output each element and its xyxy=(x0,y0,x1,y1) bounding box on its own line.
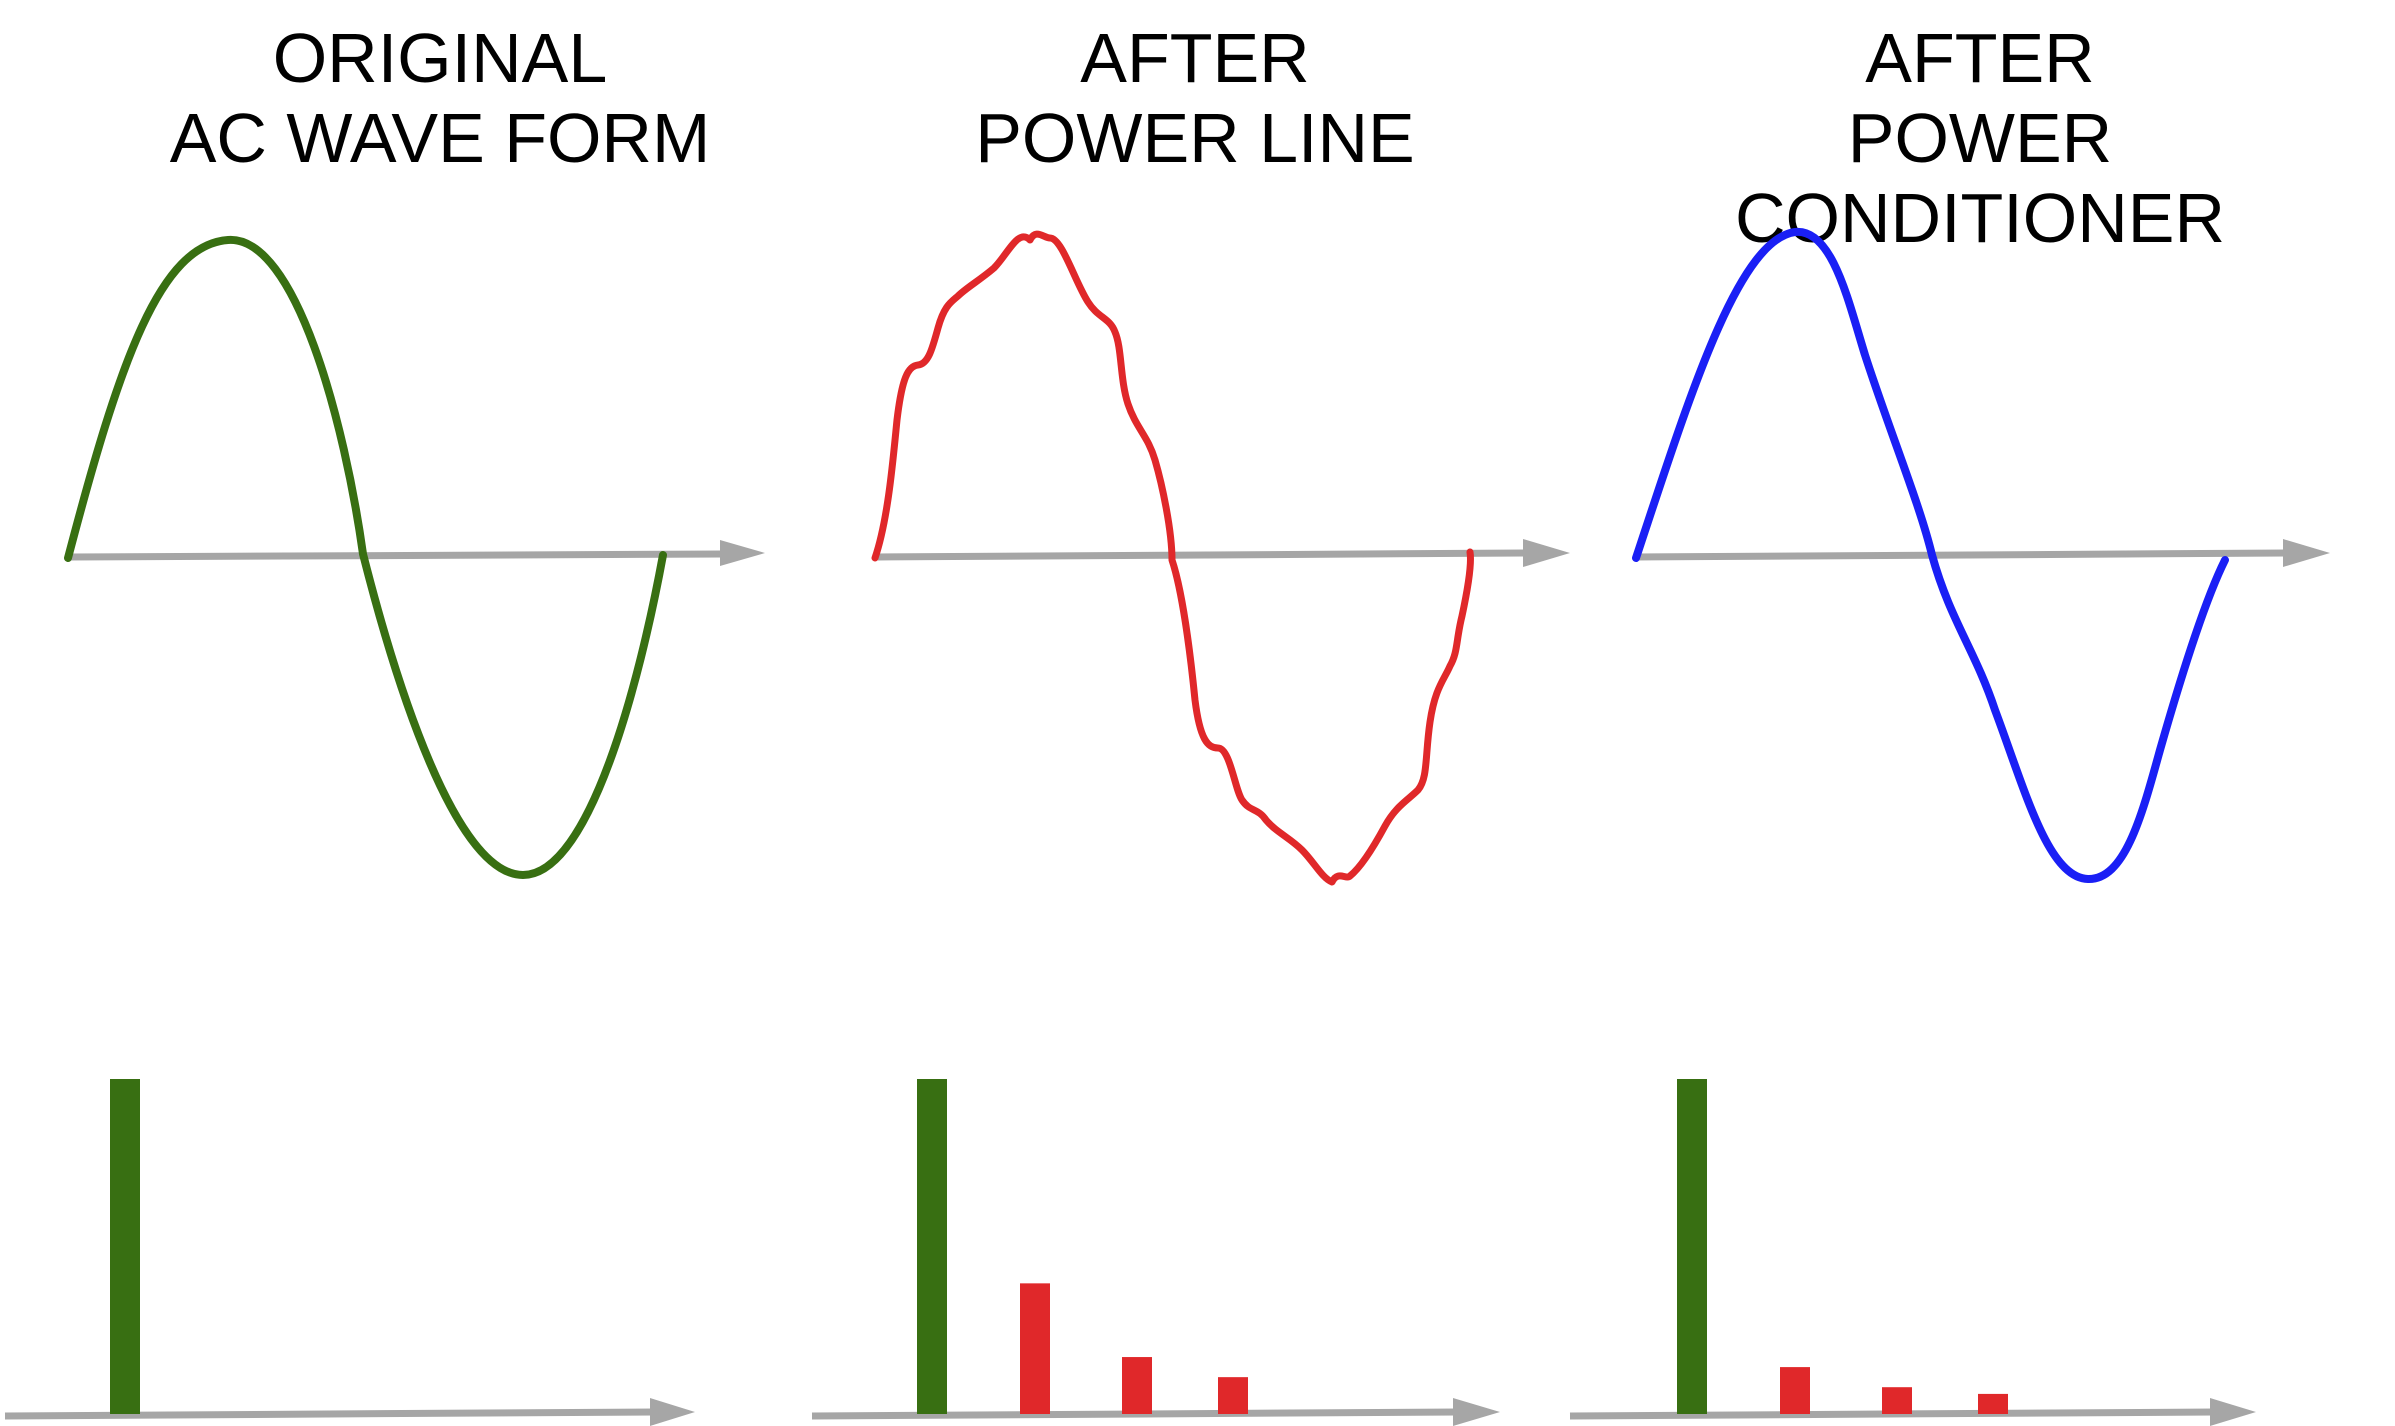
panel-original-waveform xyxy=(64,235,765,880)
panel-conditioner-waveform xyxy=(1632,227,2330,884)
title-after-power-line: AFTER POWER LINE xyxy=(815,18,1575,178)
wave-conditioner xyxy=(1632,227,2229,884)
title-original-line1: ORIGINAL xyxy=(272,19,608,97)
time-axis-arrow xyxy=(720,540,765,566)
title-original-line2: AC WAVE FORM xyxy=(169,99,711,177)
time-axis-arrow xyxy=(1523,539,1570,567)
spectrum-bar-panel3-harmonic3 xyxy=(1882,1387,1912,1414)
time-axis-arrow xyxy=(2283,539,2330,567)
wave-original xyxy=(64,235,667,880)
time-axis-line xyxy=(69,550,726,561)
frequency-axis-arrow-conditioner xyxy=(2210,1398,2256,1426)
spectrum-bar-panel2-harmonic3 xyxy=(1122,1357,1152,1414)
time-axis-line xyxy=(1636,549,2289,561)
title-after-power-conditioner: AFTER POWER CONDITIONER xyxy=(1600,18,2360,258)
panel-power-line-waveform xyxy=(871,230,1570,886)
wave-power-line xyxy=(871,230,1474,886)
spectrum-bars xyxy=(110,1079,2008,1414)
spectrum-bar-panel3-harmonic1 xyxy=(1677,1079,1707,1414)
spectrum-bar-panel3-harmonic4 xyxy=(1978,1393,2008,1414)
spectrum-bar-panel2-harmonic1 xyxy=(917,1079,947,1414)
spectrum-bar-panel1-harmonic1 xyxy=(110,1079,140,1414)
spectrum-bar-panel3-harmonic2 xyxy=(1780,1367,1810,1414)
spectrum-bar-panel2-harmonic2 xyxy=(1020,1283,1050,1414)
spectrum-bar-panel2-harmonic4 xyxy=(1218,1377,1248,1414)
title-after-power-line-line2: POWER LINE xyxy=(975,99,1415,177)
time-axis-line xyxy=(877,549,1529,561)
title-after-power-line-line1: AFTER xyxy=(1080,19,1310,97)
frequency-axis-arrow-original xyxy=(650,1398,695,1426)
frequency-axis-arrow-power-line xyxy=(1453,1398,1500,1426)
frequency-axis-line-original xyxy=(4,1408,656,1420)
title-after-power-conditioner-line1: AFTER xyxy=(1865,19,2095,97)
title-original: ORIGINAL AC WAVE FORM xyxy=(60,18,820,178)
